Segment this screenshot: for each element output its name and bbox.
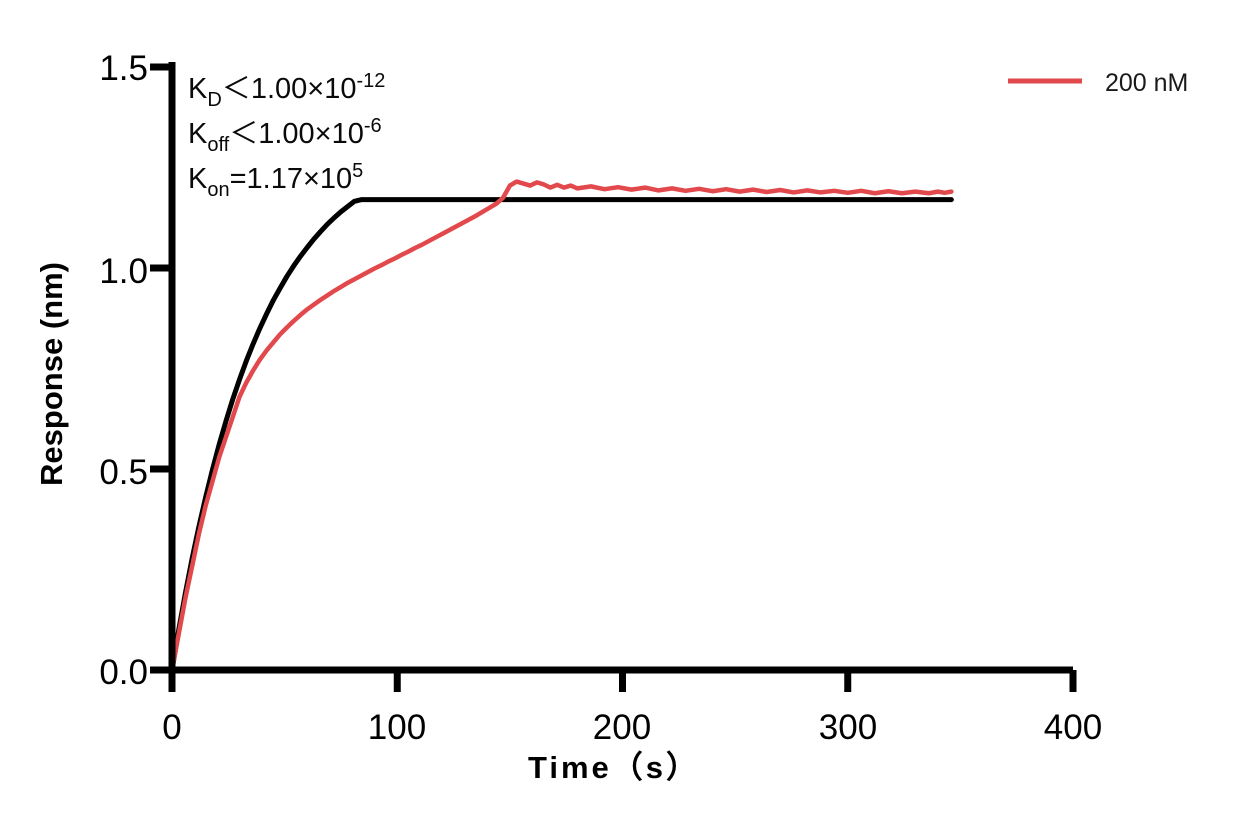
legend: 200 nM — [1008, 69, 1188, 97]
fitted-curve — [169, 197, 954, 673]
annotation-kd-mantissa: 1.00×10 — [251, 73, 357, 105]
x-axis-ticks — [168, 670, 1077, 692]
annotation-kd-operator: ＜ — [222, 73, 251, 105]
annotation-kon-operator: = — [230, 163, 247, 195]
kinetics-annotation-block: KD＜1.00×10-12 Koff＜1.00×10-6 Kon=1.17×10… — [188, 70, 385, 201]
annotation-kon-base: K — [188, 163, 208, 195]
x-tick-label-2: 200 — [593, 708, 651, 747]
annotation-kd-subscript: D — [207, 89, 221, 111]
annotation-kon-mantissa: 1.17×10 — [247, 163, 353, 195]
annotation-koff-mantissa: 1.00×10 — [258, 118, 364, 150]
annotation-koff-exponent: -6 — [364, 115, 382, 137]
annotation-kon: Kon=1.17×105 — [188, 160, 363, 201]
annotation-koff: Koff＜1.00×10-6 — [188, 115, 382, 156]
annotation-kd: KD＜1.00×10-12 — [188, 70, 385, 111]
annotation-kd-exponent: -12 — [356, 70, 385, 92]
y-tick-label-0: 0.0 — [99, 653, 148, 692]
annotation-kon-exponent: 5 — [352, 160, 363, 182]
annotation-koff-operator: ＜ — [229, 118, 258, 150]
x-tick-label-3: 300 — [819, 708, 877, 747]
x-tick-label-0: 0 — [162, 708, 181, 747]
x-tick-label-1: 100 — [368, 708, 426, 747]
measured-curve-200nm — [169, 179, 954, 673]
x-tick-label-4: 400 — [1044, 708, 1102, 747]
x-axis-title: Time（s） — [528, 750, 700, 785]
annotation-koff-base: K — [188, 118, 208, 150]
annotation-kd-base: K — [188, 73, 208, 105]
y-axis-ticks — [150, 63, 172, 674]
y-tick-label-3: 1.5 — [99, 49, 148, 88]
y-tick-label-2: 1.0 — [99, 252, 148, 291]
annotation-koff-subscript: off — [207, 134, 229, 156]
legend-label-200nm: 200 nM — [1105, 69, 1188, 97]
data-layer — [169, 179, 954, 673]
y-axis-title: Response (nm) — [34, 262, 69, 486]
annotation-kon-subscript: on — [207, 179, 229, 201]
y-tick-label-1: 0.5 — [99, 453, 148, 492]
